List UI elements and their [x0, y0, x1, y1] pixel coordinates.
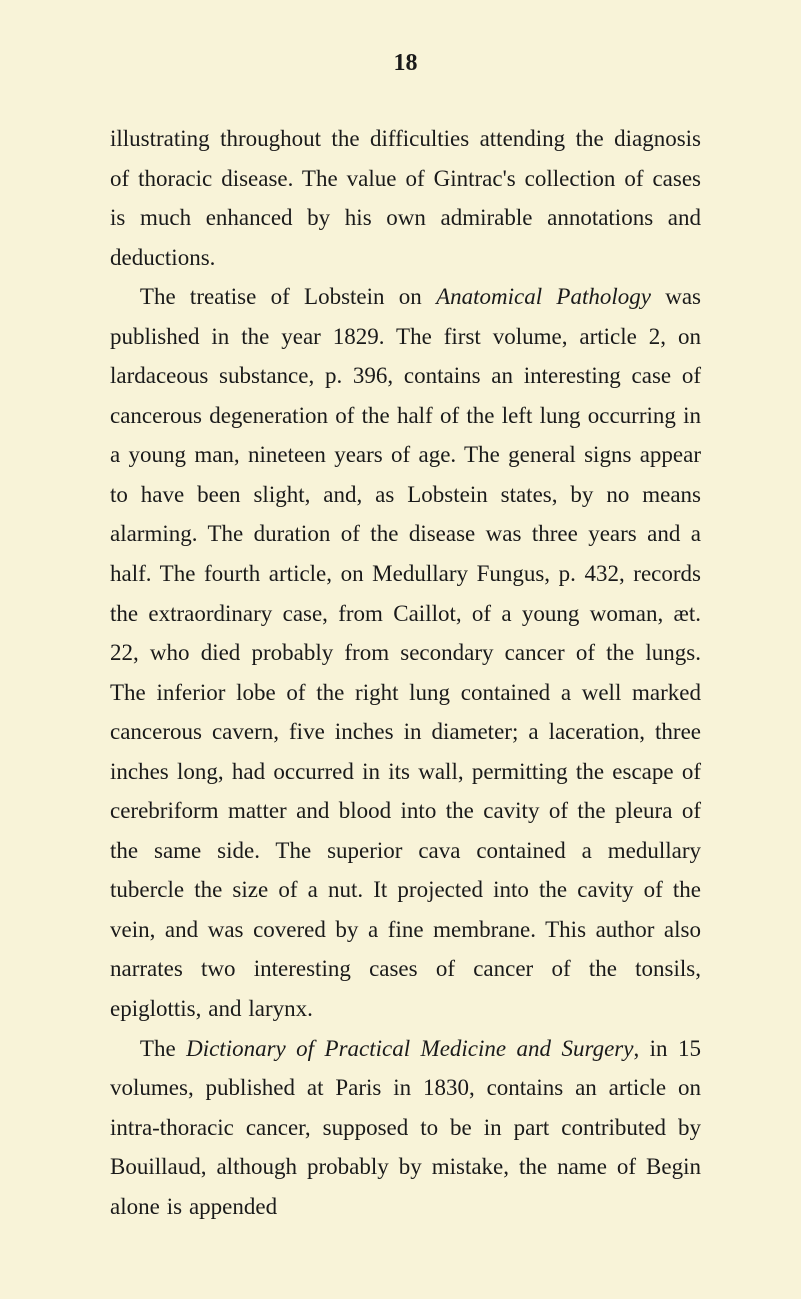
paragraph: The treatise of Lobstein on Anatomical P… [110, 277, 701, 1028]
body-text: illustrating throughout the difficulties… [110, 119, 701, 1226]
italic-text: Anatomical Pathology [436, 284, 651, 309]
page-number: 18 [110, 50, 701, 77]
text-segment: illustrating throughout the difficulties… [110, 126, 701, 270]
text-segment: , in 15 volumes, published at Paris in 1… [110, 1036, 701, 1219]
document-page: 18 illustrating throughout the difficult… [0, 0, 801, 1299]
text-segment: was published in the year 1829. The firs… [110, 284, 701, 1021]
text-segment: The [140, 1036, 186, 1061]
text-segment: The treatise of Lobstein on [140, 284, 436, 309]
italic-text: Dictionary of Practical Medicine and Sur… [186, 1036, 633, 1061]
paragraph: The Dictionary of Practical Medicine and… [110, 1029, 701, 1227]
paragraph: illustrating throughout the difficulties… [110, 119, 701, 277]
